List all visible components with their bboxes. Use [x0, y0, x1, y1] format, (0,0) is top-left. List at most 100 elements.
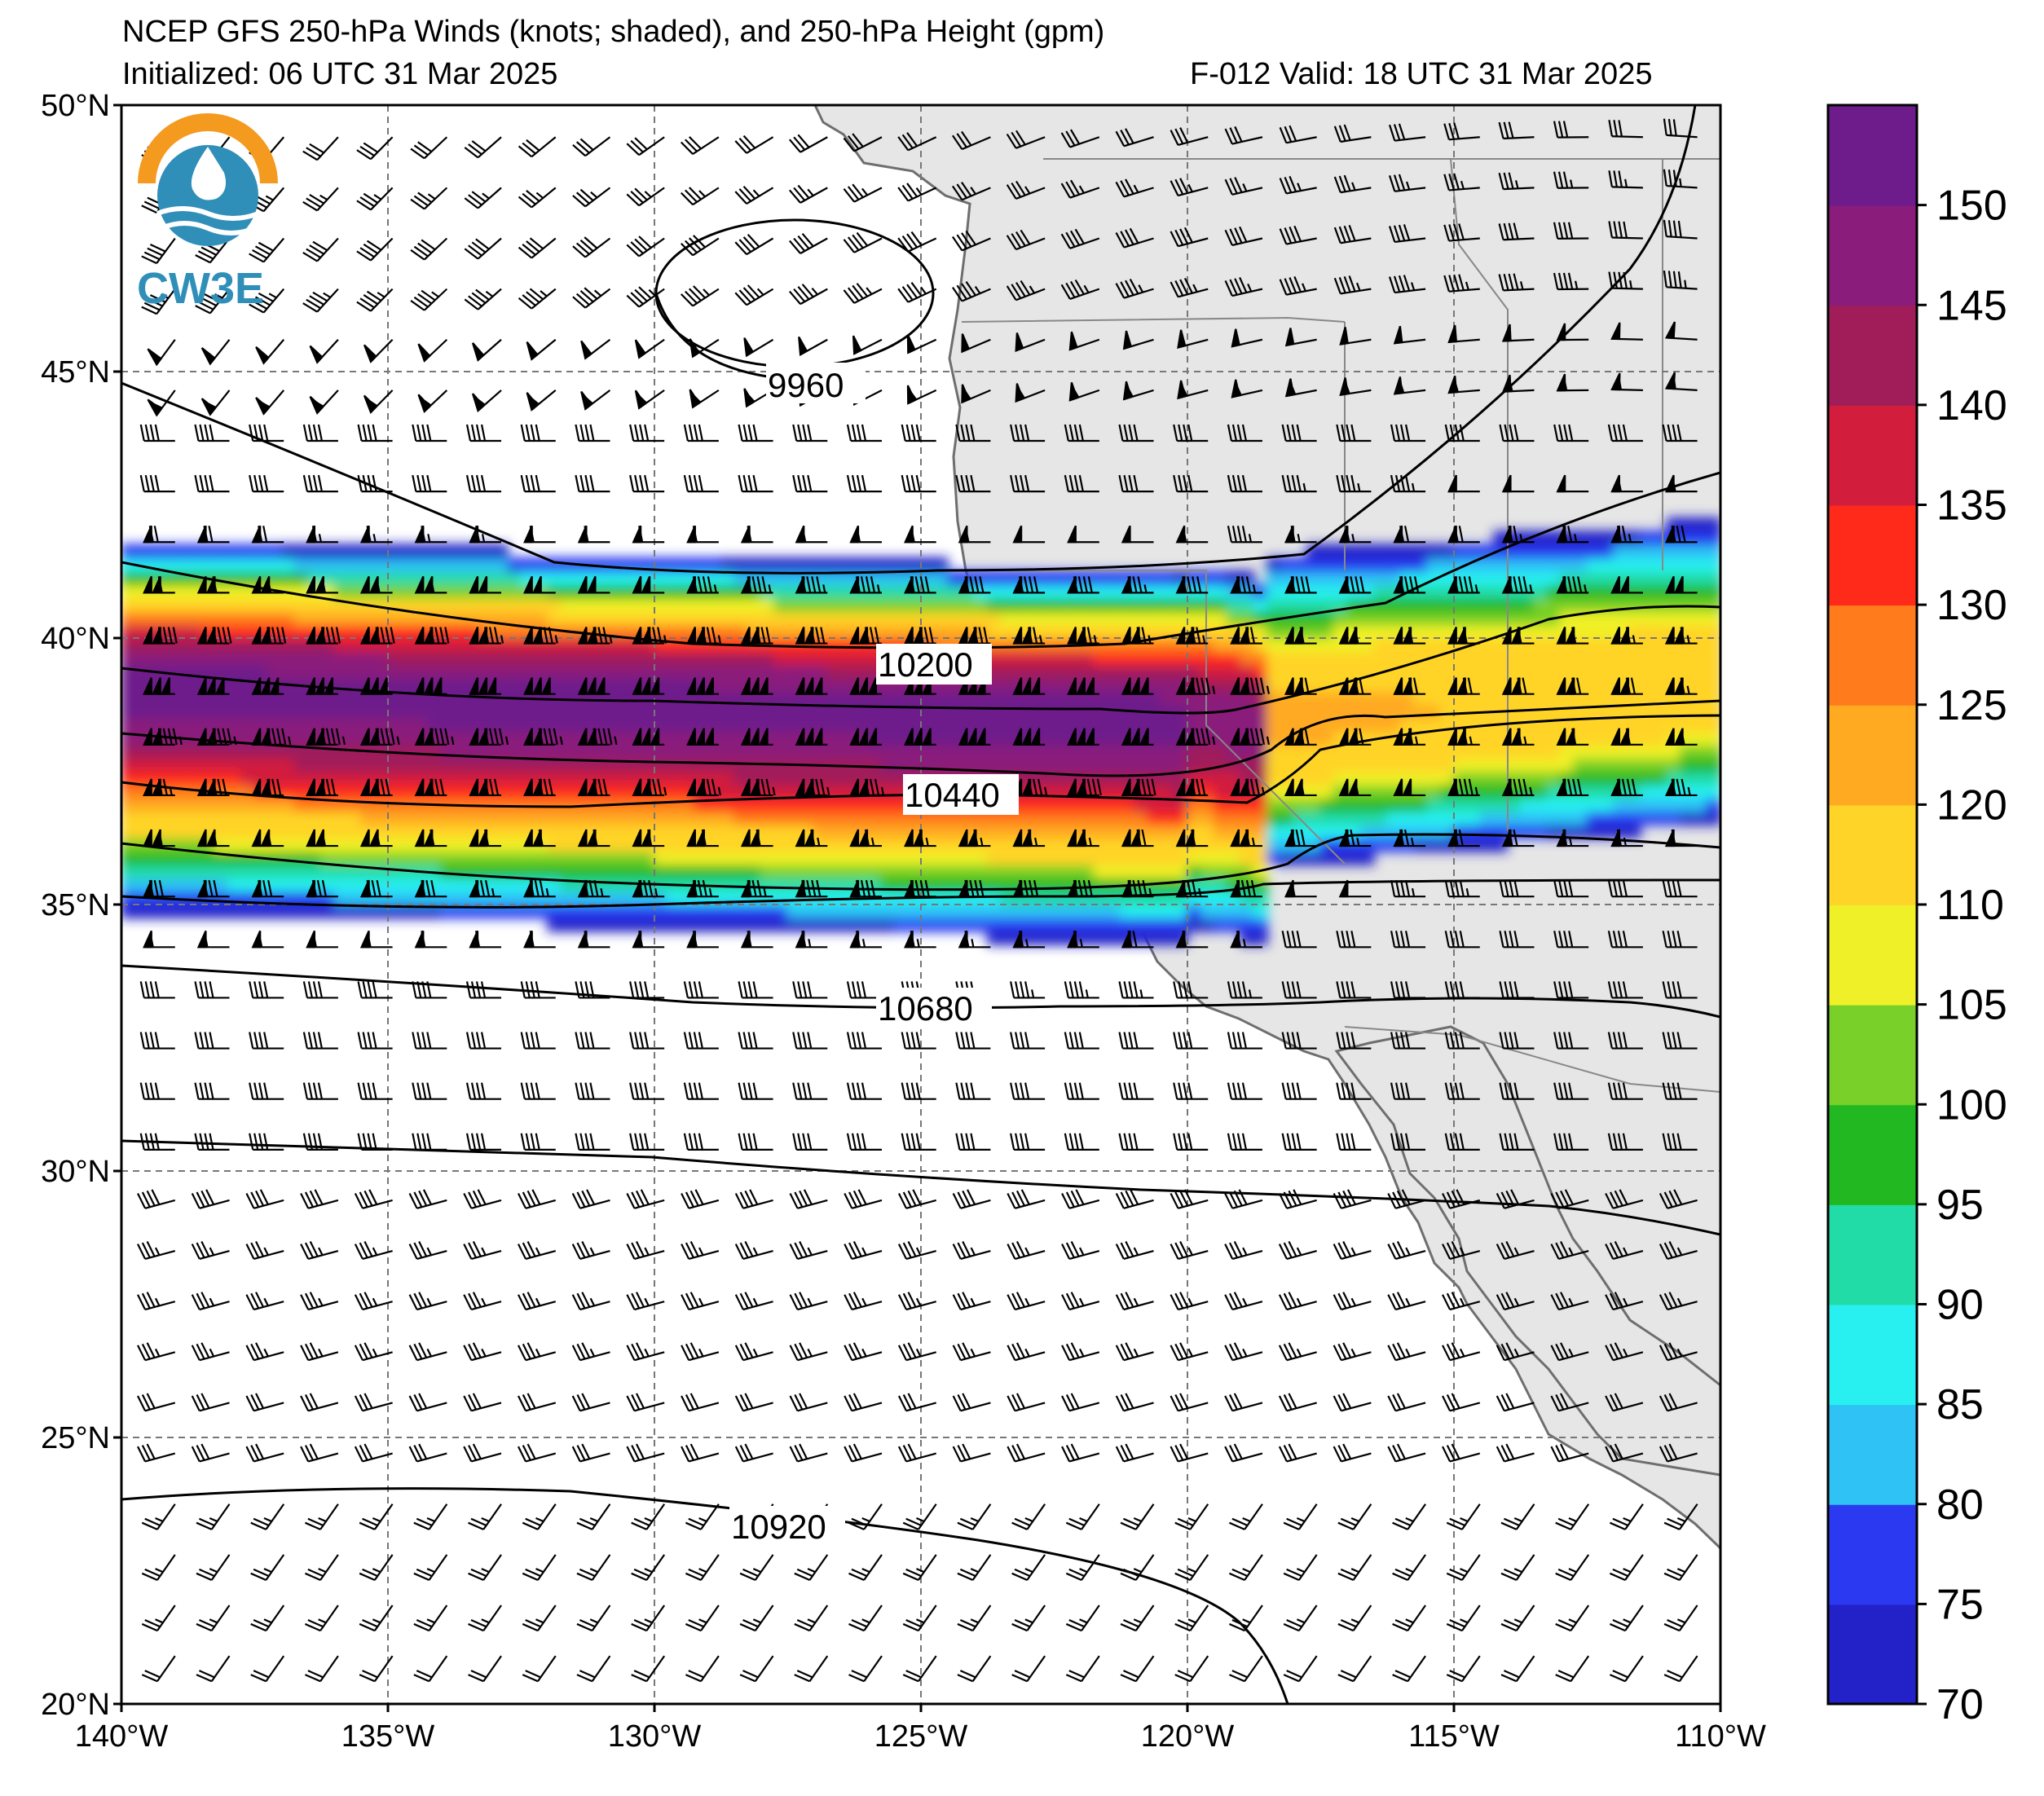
wind-speed-cell [707, 743, 722, 759]
wind-speed-cell [933, 557, 949, 573]
wind-speed-cell [1066, 757, 1082, 773]
wind-speed-cell [520, 557, 535, 573]
wind-speed-cell [1546, 677, 1562, 693]
wind-speed-cell [293, 783, 309, 799]
wind-speed-cell [187, 797, 203, 812]
wind-speed-cell [253, 810, 269, 825]
wind-speed-cell [1626, 797, 1641, 812]
wind-speed-cell [1266, 797, 1282, 812]
wind-speed-cell [973, 917, 989, 932]
wind-speed-cell [507, 850, 522, 865]
wind-speed-cell [933, 570, 949, 586]
wind-speed-cell [1146, 850, 1162, 865]
wind-speed-cell [933, 917, 949, 932]
wind-speed-cell [214, 544, 229, 559]
wind-speed-cell [1200, 610, 1215, 626]
wind-speed-cell [1573, 757, 1588, 773]
wind-speed-cell [1000, 570, 1015, 586]
wind-speed-cell [533, 850, 549, 865]
wind-speed-cell [1506, 757, 1522, 773]
wind-speed-cell [280, 823, 296, 839]
wind-speed-cell [1106, 797, 1122, 812]
wind-speed-cell [480, 557, 496, 573]
wind-speed-cell [1280, 650, 1295, 666]
wind-speed-cell [1586, 717, 1601, 733]
wind-speed-cell [121, 623, 136, 639]
wind-speed-cell [1306, 637, 1322, 653]
wind-speed-cell [280, 583, 296, 599]
wind-speed-cell [227, 583, 243, 599]
wind-speed-cell [493, 650, 509, 666]
wind-speed-cell [1000, 583, 1015, 599]
wind-speed-cell [480, 703, 496, 720]
wind-speed-cell [440, 877, 456, 892]
wind-speed-cell [1399, 650, 1415, 666]
wind-speed-cell [480, 797, 496, 812]
wind-speed-cell [680, 703, 696, 720]
wind-speed-cell [1040, 850, 1055, 865]
wind-speed-cell [1626, 717, 1641, 733]
wind-speed-cell [1573, 637, 1588, 653]
wind-speed-cell [480, 904, 496, 919]
wind-speed-cell [654, 917, 669, 932]
wind-speed-cell [613, 596, 629, 613]
wind-speed-cell [1093, 677, 1108, 693]
wind-speed-cell [640, 703, 655, 720]
wind-speed-cell [613, 783, 629, 799]
wind-speed-cell [1599, 743, 1615, 759]
wind-speed-cell [920, 703, 936, 720]
wind-speed-cell [1679, 663, 1695, 680]
wind-speed-cell [1399, 610, 1415, 626]
wind-barb [143, 829, 175, 847]
wind-speed-cell [333, 557, 349, 573]
wind-speed-cell [1479, 650, 1496, 666]
wind-speed-cell [733, 810, 749, 825]
wind-speed-cell [440, 850, 456, 865]
wind-speed-cell [240, 623, 256, 639]
wind-speed-cell [826, 570, 842, 586]
wind-speed-cell [493, 544, 509, 559]
wind-speed-cell [1293, 770, 1309, 786]
wind-speed-cell [773, 703, 789, 720]
wind-speed-cell [1053, 570, 1068, 586]
wind-speed-cell [360, 770, 376, 786]
wind-speed-cell [707, 557, 722, 573]
wind-speed-cell [1000, 663, 1015, 680]
wind-speed-cell [453, 890, 469, 905]
wind-speed-cell [400, 810, 416, 825]
wind-speed-cell [1213, 570, 1229, 586]
wind-speed-cell [773, 623, 789, 639]
wind-speed-cell [387, 850, 403, 865]
wind-speed-cell [320, 904, 336, 919]
wind-speed-cell [1626, 530, 1641, 546]
height-contour-c [121, 699, 1720, 777]
wind-barb [139, 1082, 175, 1100]
wind-speed-cell [280, 663, 296, 680]
wind-speed-cell [1200, 717, 1215, 733]
wind-speed-cell [547, 610, 562, 626]
wind-speed-cell [1253, 650, 1269, 666]
wind-speed-cell [1679, 770, 1695, 786]
wind-speed-cell [1093, 690, 1108, 706]
wind-barb [143, 728, 183, 746]
wind-speed-cell [1533, 570, 1548, 586]
wind-speed-cell [1693, 650, 1708, 666]
wind-speed-cell [373, 596, 389, 613]
wind-speed-cell [667, 650, 682, 666]
wind-speed-cell [507, 663, 522, 680]
wind-speed-cell [1466, 623, 1482, 639]
wind-speed-cell [427, 596, 443, 613]
wind-speed-cell [560, 570, 575, 586]
wind-speed-cell [773, 783, 789, 799]
wind-speed-cell [720, 904, 736, 919]
wind-speed-cell [533, 743, 549, 759]
wind-speed-cell [1626, 770, 1641, 786]
wind-speed-cell [879, 557, 896, 573]
wind-speed-cell [387, 837, 403, 852]
wind-speed-cell [933, 596, 949, 613]
wind-speed-cell [387, 757, 403, 773]
wind-speed-cell [946, 837, 963, 852]
wind-speed-cell [1479, 810, 1496, 825]
wind-speed-cell [280, 810, 296, 825]
wind-speed-cell [973, 863, 989, 879]
